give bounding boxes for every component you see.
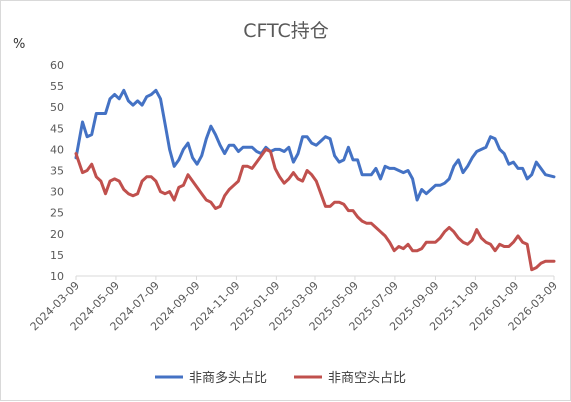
y-tick-label: 35 xyxy=(50,165,64,178)
y-tick-label: 40 xyxy=(50,143,64,156)
y-tick-label: 20 xyxy=(50,228,64,241)
legend-label-short: 非商空头占比 xyxy=(328,371,406,386)
plot-area xyxy=(74,88,556,272)
y-tick-label: 55 xyxy=(50,80,64,93)
x-axis: 2024-03-092024-05-092024-07-092024-09-09… xyxy=(28,276,560,333)
chart-title: CFTC持仓 xyxy=(243,20,329,42)
legend-label-long: 非商多头占比 xyxy=(189,370,267,386)
series-line-long xyxy=(74,88,556,202)
y-tick-label: 15 xyxy=(50,249,64,262)
y-tick-label: 10 xyxy=(50,270,64,283)
y-tick-label: 50 xyxy=(50,101,64,114)
legend: 非商多头占比 非商空头占比 xyxy=(155,370,406,386)
y-axis: 10 15 20 25 30 35 40 45 50 55 60 xyxy=(50,59,64,283)
y-unit-label: % xyxy=(13,37,25,52)
y-tick-label: 45 xyxy=(50,122,64,135)
series-line-short xyxy=(74,147,556,272)
y-tick-label: 60 xyxy=(50,59,64,72)
y-tick-label: 30 xyxy=(50,186,64,199)
y-tick-label: 25 xyxy=(50,207,64,220)
